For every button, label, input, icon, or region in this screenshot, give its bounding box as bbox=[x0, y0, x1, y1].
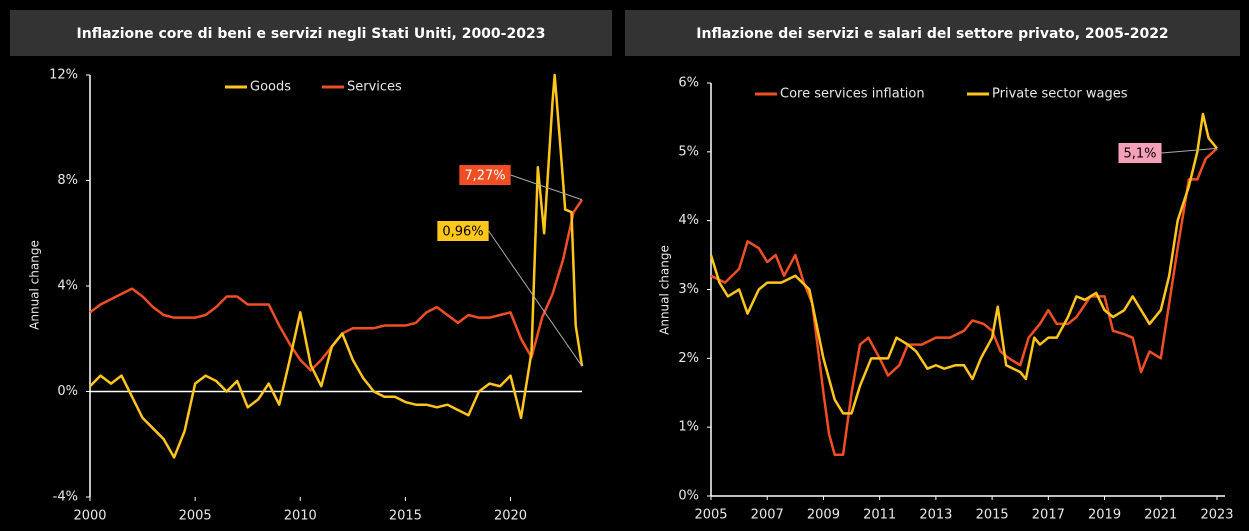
x-tick-label: 2009 bbox=[807, 508, 840, 523]
legend-label: Core services inflation bbox=[780, 87, 925, 102]
y-tick-label: 12% bbox=[49, 68, 78, 83]
annotation: 7,27% bbox=[459, 165, 583, 201]
y-tick-label: 4% bbox=[678, 213, 699, 228]
y-tick-label: 5% bbox=[678, 144, 699, 159]
x-tick-label: 2013 bbox=[919, 508, 952, 523]
x-tick-label: 2005 bbox=[694, 508, 727, 523]
y-tick-label: 3% bbox=[678, 282, 699, 297]
y-tick-label: -4% bbox=[53, 490, 78, 505]
annotation: 5,1% bbox=[1118, 143, 1218, 163]
y-tick-label: 0% bbox=[57, 384, 78, 399]
annotation-box bbox=[459, 165, 511, 185]
y-tick-label: 2% bbox=[678, 351, 699, 366]
chart-title: Inflazione dei servizi e salari del sett… bbox=[696, 26, 1168, 42]
title-bar bbox=[625, 10, 1240, 56]
annotation-leader bbox=[1161, 147, 1218, 154]
y-tick-label: 4% bbox=[57, 279, 78, 294]
chart-title: Inflazione core di beni e servizi negli … bbox=[77, 26, 546, 42]
y-axis-label: Annual change bbox=[28, 240, 42, 330]
annotation: 0,96% bbox=[437, 221, 583, 367]
annotation-box bbox=[437, 221, 489, 241]
x-tick-label: 2005 bbox=[179, 509, 212, 524]
x-tick-label: 2020 bbox=[494, 509, 527, 524]
x-tick-label: 2015 bbox=[389, 509, 422, 524]
x-tick-label: 2011 bbox=[863, 508, 896, 523]
annotation-label: 7,27% bbox=[464, 169, 505, 184]
x-tick-label: 2010 bbox=[284, 509, 317, 524]
series-line bbox=[89, 73, 584, 459]
x-tick-label: 2007 bbox=[751, 508, 784, 523]
series-line bbox=[89, 199, 584, 372]
x-tick-label: 2021 bbox=[1144, 508, 1177, 523]
x-tick-label: 2019 bbox=[1088, 508, 1121, 523]
series-line bbox=[710, 147, 1218, 456]
y-tick-label: 6% bbox=[678, 76, 699, 91]
legend-label: Goods bbox=[250, 80, 291, 95]
annotation-label: 0,96% bbox=[442, 225, 483, 240]
y-tick-label: 8% bbox=[57, 173, 78, 188]
annotation-leader bbox=[510, 174, 583, 201]
series-line bbox=[709, 112, 1218, 415]
legend-label: Services bbox=[347, 80, 402, 95]
x-tick-label: 2015 bbox=[976, 508, 1009, 523]
y-tick-label: 0% bbox=[678, 489, 699, 504]
x-tick-label: 2023 bbox=[1200, 508, 1233, 523]
annotation-box bbox=[1118, 143, 1162, 163]
annotation-label: 5,1% bbox=[1123, 147, 1156, 162]
x-tick-label: 2000 bbox=[73, 509, 106, 524]
annotation-leader bbox=[488, 230, 583, 367]
legend-label: Private sector wages bbox=[992, 87, 1128, 102]
title-bar bbox=[10, 10, 612, 56]
y-tick-label: 1% bbox=[678, 420, 699, 435]
x-tick-label: 2017 bbox=[1032, 508, 1065, 523]
y-axis-label: Annual change bbox=[658, 245, 672, 335]
